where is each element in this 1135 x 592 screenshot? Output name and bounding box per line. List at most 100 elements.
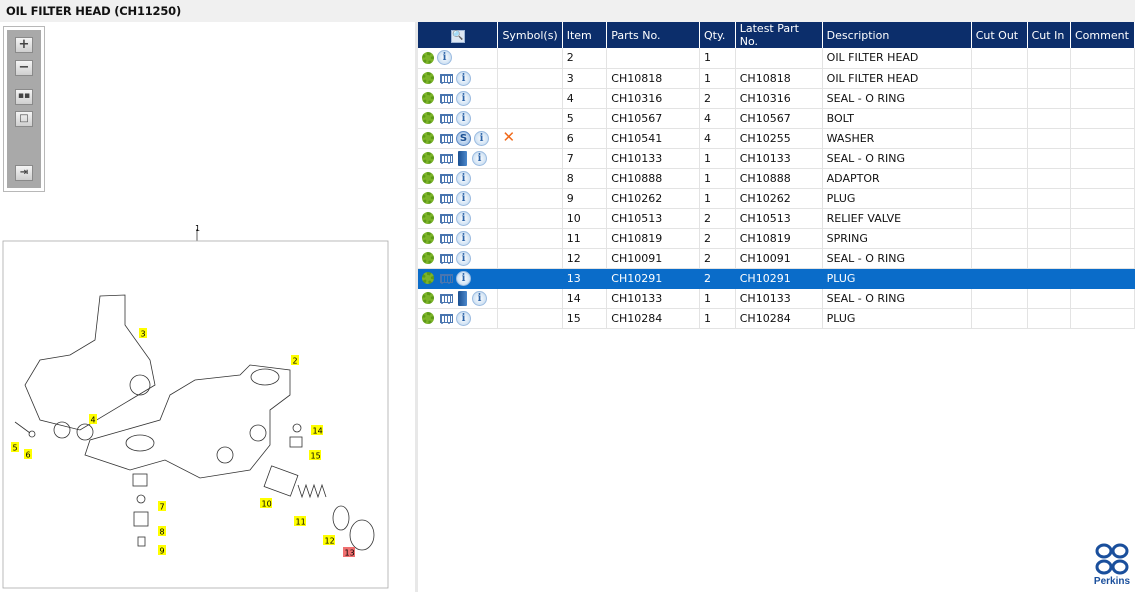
table-row[interactable]: i 3 CH10818 1 CH10818 OIL FILTER HEAD <box>418 68 1135 89</box>
gear-icon[interactable] <box>422 272 434 284</box>
callout-15[interactable]: 15 <box>309 450 321 461</box>
cart-icon[interactable] <box>437 192 453 205</box>
callout-9[interactable]: 9 <box>158 545 166 556</box>
column-header-cut-in[interactable]: Cut In <box>1027 22 1071 48</box>
splitter[interactable] <box>415 22 418 592</box>
cart-icon[interactable] <box>437 292 453 305</box>
cart-icon[interactable] <box>437 272 453 285</box>
zoom-out-button[interactable]: − <box>15 60 33 76</box>
service-icon[interactable]: S <box>456 130 471 146</box>
callout-5[interactable]: 5 <box>11 442 19 453</box>
column-header-cut-out[interactable]: Cut Out <box>971 22 1028 48</box>
column-header-parts-no[interactable]: Parts No. <box>606 22 700 48</box>
perkins-emblem-icon <box>1095 543 1129 575</box>
gear-icon[interactable] <box>422 212 434 224</box>
part-cell: CH10513 <box>606 208 700 229</box>
exploded-diagram: 2 3 4 56 7 8 9 10 11 12 13 14 15 1 <box>2 224 389 589</box>
info-icon[interactable]: i <box>456 230 471 246</box>
column-header-item[interactable]: Item <box>562 22 608 48</box>
gear-icon[interactable] <box>422 292 434 304</box>
table-row[interactable]: i 2 1 OIL FILTER HEAD <box>418 48 1135 69</box>
table-row[interactable]: i 9 CH10262 1 CH10262 PLUG <box>418 188 1135 209</box>
callout-14[interactable]: 14 <box>311 425 323 436</box>
callout-label: 2 <box>293 357 298 366</box>
gear-icon[interactable] <box>422 172 434 184</box>
book-icon[interactable] <box>458 150 467 166</box>
column-header-qty[interactable]: Qty. <box>699 22 736 48</box>
cart-icon[interactable] <box>437 252 453 265</box>
table-row[interactable]: i 10 CH10513 2 CH10513 RELIEF VALVE <box>418 208 1135 229</box>
info-icon[interactable]: i <box>472 290 487 306</box>
table-row[interactable]: i 7 CH10133 1 CH10133 SEAL - O RING <box>418 148 1135 169</box>
callout-11[interactable]: 11 <box>294 516 306 527</box>
gear-icon[interactable] <box>422 152 434 164</box>
callout-2[interactable]: 2 <box>291 355 299 366</box>
fit-all-button[interactable]: ▪▪ <box>15 89 33 105</box>
callout-7[interactable]: 7 <box>158 501 166 512</box>
callout-10[interactable]: 10 <box>260 498 272 509</box>
info-icon[interactable]: i <box>456 270 471 286</box>
callout-13[interactable]: 13 <box>343 547 355 558</box>
gear-icon[interactable] <box>422 132 434 144</box>
cart-icon[interactable] <box>437 152 453 165</box>
cart-icon[interactable] <box>437 92 453 105</box>
column-header-symbol-s[interactable]: Symbol(s) <box>497 22 563 48</box>
table-row[interactable]: i 12 CH10091 2 CH10091 SEAL - O RING <box>418 248 1135 269</box>
info-icon[interactable]: i <box>456 190 471 206</box>
gear-icon[interactable] <box>422 112 434 124</box>
gear-icon[interactable] <box>422 92 434 104</box>
gear-icon[interactable] <box>422 312 434 324</box>
column-header-comment[interactable]: Comment <box>1070 22 1135 48</box>
part-cell <box>606 48 700 69</box>
gear-icon[interactable] <box>422 252 434 264</box>
gear-icon[interactable] <box>422 72 434 84</box>
table-row[interactable]: i 11 CH10819 2 CH10819 SPRING <box>418 228 1135 249</box>
cart-icon[interactable] <box>437 172 453 185</box>
symbol-cell <box>497 88 563 109</box>
row-actions: i <box>418 108 499 129</box>
callout-8[interactable]: 8 <box>158 526 166 537</box>
info-icon[interactable]: i <box>456 110 471 126</box>
table-row[interactable]: i 8 CH10888 1 CH10888 ADAPTOR <box>418 168 1135 189</box>
cart-icon[interactable] <box>437 312 453 325</box>
perkins-logo: Perkins <box>1090 542 1134 588</box>
info-icon[interactable]: i <box>472 150 487 166</box>
column-header-description[interactable]: Description <box>822 22 972 48</box>
cart-icon[interactable] <box>437 232 453 245</box>
cart-icon[interactable] <box>437 112 453 125</box>
zoom-in-button[interactable]: + <box>15 37 33 53</box>
callout-6[interactable]: 6 <box>24 449 32 460</box>
info-icon[interactable]: i <box>456 250 471 266</box>
cart-icon[interactable] <box>437 72 453 85</box>
info-icon[interactable]: i <box>456 70 471 86</box>
search-icon[interactable]: 🔍 <box>450 29 465 43</box>
callout-12[interactable]: 12 <box>323 535 335 546</box>
cart-icon[interactable] <box>437 132 453 145</box>
table-row[interactable]: i 13 CH10291 2 CH10291 PLUG <box>418 268 1135 289</box>
column-header-latest-part-no[interactable]: Latest Part No. <box>735 22 823 48</box>
info-icon[interactable]: i <box>456 310 471 326</box>
table-row[interactable]: i 5 CH10567 4 CH10567 BOLT <box>418 108 1135 129</box>
info-icon[interactable]: i <box>456 90 471 106</box>
callout-3[interactable]: 3 <box>139 328 147 339</box>
info-icon[interactable]: i <box>456 210 471 226</box>
book-icon[interactable] <box>458 290 467 306</box>
gear-icon[interactable] <box>422 51 434 64</box>
part-cell: CH10888 <box>606 168 700 189</box>
column-header-search[interactable]: 🔍 <box>418 22 499 48</box>
gear-icon[interactable] <box>422 192 434 204</box>
table-row[interactable]: i 15 CH10284 1 CH10284 PLUG <box>418 308 1135 329</box>
export-button[interactable]: ⇥ <box>15 165 33 181</box>
info-icon[interactable]: i <box>456 170 471 186</box>
gear-icon[interactable] <box>422 232 434 244</box>
desc-cell: OIL FILTER HEAD <box>822 48 972 69</box>
qty-cell: 4 <box>699 108 736 129</box>
fit-window-button[interactable]: □ <box>15 111 33 127</box>
table-row[interactable]: i 4 CH10316 2 CH10316 SEAL - O RING <box>418 88 1135 109</box>
callout-4[interactable]: 4 <box>89 414 97 425</box>
info-icon[interactable]: i <box>474 130 489 146</box>
table-row[interactable]: i 14 CH10133 1 CH10133 SEAL - O RING <box>418 288 1135 309</box>
info-icon[interactable]: i <box>437 50 452 66</box>
cart-icon[interactable] <box>437 212 453 225</box>
